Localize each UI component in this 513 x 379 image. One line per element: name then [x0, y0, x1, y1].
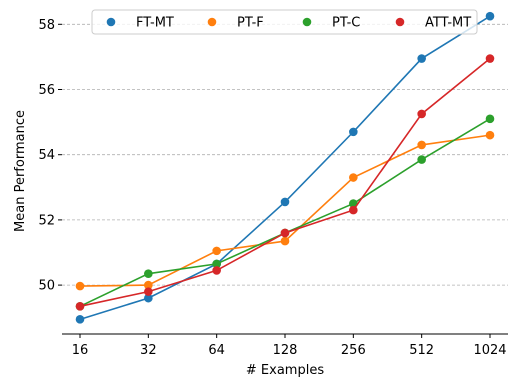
legend-marker — [106, 17, 116, 27]
data-point — [212, 266, 221, 275]
data-point — [349, 205, 358, 215]
legend-label: PT-C — [332, 16, 360, 31]
legend-marker — [395, 17, 405, 27]
series-ft-mt — [75, 11, 495, 324]
y-tick-label: 52 — [38, 213, 55, 228]
legend: FT-MT PT-F PT-C ATT-MT — [91, 9, 478, 35]
legend-label: FT-MT — [136, 16, 174, 31]
data-point — [417, 140, 426, 150]
legend-marker — [207, 17, 217, 27]
x-tick-label: 64 — [208, 343, 225, 358]
data-point — [485, 114, 495, 124]
x-tick-label: 1024 — [473, 343, 506, 358]
y-tick-label: 56 — [38, 83, 55, 98]
data-point — [417, 54, 426, 63]
series-line — [79, 57, 491, 308]
data-point — [75, 301, 85, 311]
data-point — [417, 109, 426, 119]
data-point — [417, 155, 426, 164]
data-point — [280, 228, 290, 238]
data-point — [144, 269, 153, 278]
legend-box — [91, 9, 478, 35]
series-line — [79, 15, 491, 321]
legend-label: PT-F — [237, 16, 264, 31]
grid — [62, 23, 508, 286]
series-line — [79, 134, 491, 287]
x-tick-label: 128 — [273, 343, 298, 358]
series-line — [79, 118, 491, 308]
y-axis-label: Mean Performance — [13, 110, 28, 232]
data-point — [485, 54, 495, 63]
x-tick-label: 512 — [409, 343, 434, 358]
data-point — [212, 259, 221, 269]
legend-marker — [302, 17, 312, 27]
data-point — [280, 197, 290, 207]
data-point — [485, 130, 495, 140]
y-tick-label: 58 — [38, 18, 55, 33]
x-tick-label: 16 — [72, 343, 89, 358]
legend-label: ATT-MT — [425, 16, 471, 31]
series-pt-f — [75, 130, 495, 291]
data-point — [280, 236, 290, 246]
x-axis-label: # Examples — [246, 363, 324, 378]
data-point — [75, 281, 85, 291]
x-tick-label: 256 — [341, 343, 366, 358]
series-group — [75, 11, 495, 324]
series-att-mt — [75, 54, 495, 311]
data-point — [485, 11, 495, 21]
data-point — [144, 280, 153, 290]
data-point — [349, 173, 358, 182]
data-point — [349, 127, 358, 137]
data-point — [75, 315, 85, 324]
x-tick-label: 32 — [140, 343, 157, 358]
y-axis: 50 52 54 56 58 — [38, 18, 62, 294]
data-point — [144, 287, 153, 296]
data-point — [212, 246, 221, 256]
data-point — [144, 293, 153, 303]
y-tick-label: 50 — [38, 279, 55, 294]
y-tick-label: 54 — [38, 148, 55, 163]
x-axis: 16 32 64 128 256 512 1024 — [62, 333, 508, 358]
